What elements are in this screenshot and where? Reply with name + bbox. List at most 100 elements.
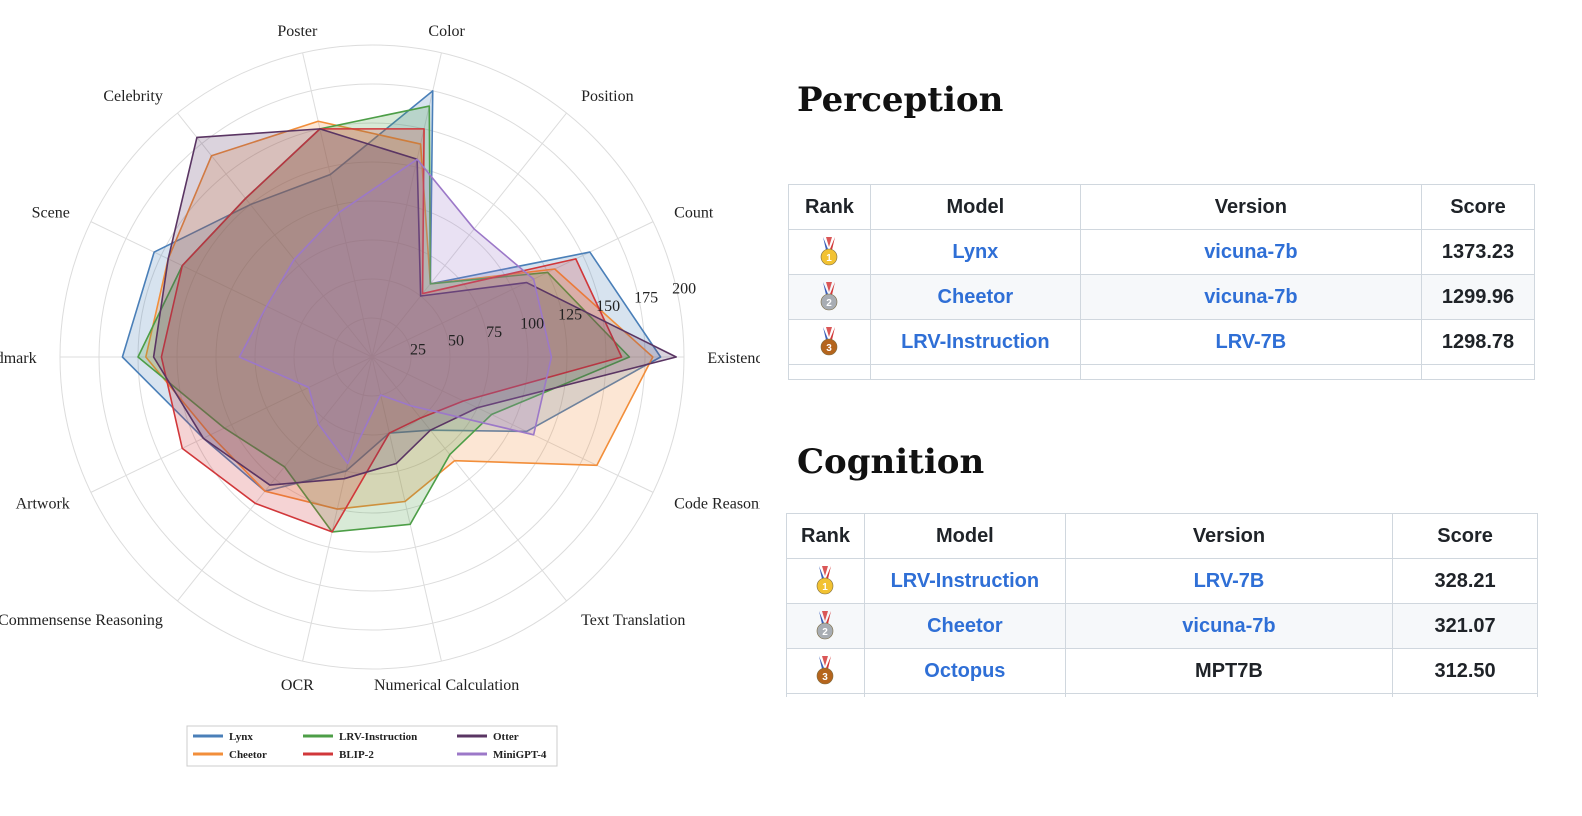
truncated-cell [869,364,1081,380]
score-header: Score [1421,184,1535,230]
axis-label-commensense-reasoning: Commensense Reasoning [0,612,163,629]
radar-series-group [121,90,678,533]
truncated-cell [788,364,871,380]
version-link[interactable]: vicuna-7b [1204,285,1298,308]
axis-label-position: Position [581,88,633,105]
axis-label-ocr: OCR [281,677,314,694]
series-lrv-instruction [137,105,631,533]
svg-text:3: 3 [827,343,833,354]
truncated-cell [1079,364,1423,380]
rank-cell: 3 [786,648,865,694]
svg-text:1: 1 [823,582,829,593]
rank-cell: 2 [788,274,871,320]
radar-grid [59,44,685,670]
radial-tick-label: 50 [448,333,464,350]
version-link[interactable]: LRV-7B [1193,569,1265,592]
rank-cell: 3 [788,319,871,365]
axis-spoke [371,356,654,493]
perception-title: Perception [797,80,1004,120]
model-link[interactable]: LRV-Instruction [890,569,1040,592]
axis-label-numerical-calculation: Numerical Calculation [374,677,519,694]
chart-legend: Lynx Cheetor LRV-Instruction BLIP-2 Otter Min… [186,725,558,767]
axis-label-artwork: Artwork [16,496,70,513]
axis-label-code-reasoning: Code Reasoning [674,496,760,513]
axis-label-count: Count [674,204,714,221]
axis-spoke [177,112,373,358]
score-cell: 1299.96 [1421,274,1535,320]
perception-table: Rank Model Version Score 1 Lynx vicuna-7b 1… [788,184,1535,380]
model-link[interactable]: Octopus [924,659,1006,682]
model-link[interactable]: Lynx [952,240,999,263]
series-blip-2 [160,128,623,533]
rank-header: Rank [786,513,865,559]
medal-icon-silver: 2 [821,282,838,311]
version-link[interactable]: vicuna-7b [1182,614,1276,637]
score-header: Score [1392,513,1538,559]
radar-chart: Existence Count Position Color Poster Celebri… [0,23,760,767]
table-row: 3 Octopus MPT7B 312.50 [786,648,1538,694]
axis-spoke [90,221,373,358]
axis-label-celebrity: Celebrity [103,88,163,105]
rank-cell: 2 [786,603,865,649]
table-row-truncated [786,693,1538,697]
series-lynx [121,90,662,492]
version-cell: vicuna-7b [1064,603,1394,649]
perception-table-wrap: Rank Model Version Score 1 Lynx vicuna-7b 1… [788,184,1535,383]
version-cell: MPT7B [1064,648,1394,694]
table-row: 1 LRV-Instruction LRV-7B 328.21 [786,558,1538,604]
rank-header: Rank [788,184,871,230]
axis-spoke [371,356,567,602]
table-row-truncated [788,364,1535,380]
table-row: 1 Lynx vicuna-7b 1373.23 [788,229,1535,275]
version-link[interactable]: vicuna-7b [1204,240,1298,263]
radial-tick-label: 25 [410,341,426,358]
cognition-table-wrap: Rank Model Version Score 1 LRV-Instructio… [786,513,1538,697]
cognition-title: Cognition [797,442,985,482]
axis-spoke [302,52,373,358]
axis-label-scene: Scene [32,204,70,221]
score-cell: 321.07 [1392,603,1538,649]
axis-spoke [371,52,442,358]
svg-text:3: 3 [823,672,829,683]
medal-icon-gold: 1 [817,566,834,595]
truncated-cell [1392,693,1538,697]
model-link[interactable]: Cheetor [927,614,1003,637]
version-header: Version [1079,184,1423,230]
medal-icon-silver: 2 [817,611,834,640]
truncated-cell [1421,364,1535,380]
axis-spoke [371,112,567,358]
medal-icon-bronze: 3 [817,656,834,685]
model-link[interactable]: LRV-Instruction [901,330,1050,353]
series-minigpt-4 [238,158,553,465]
truncated-cell [1064,693,1394,697]
legend-label-otter: Otter [493,731,519,743]
svg-text:1: 1 [827,253,833,264]
legend-label-lrv-instruction: LRV-Instruction [339,731,417,743]
svg-text:2: 2 [823,627,829,638]
medal-icon-gold: 1 [821,237,838,266]
radar-ticks: 25 50 75 100 125 150 175 200 [410,281,696,359]
axis-label-existence: Existence [707,350,760,367]
model-link[interactable]: Cheetor [937,285,1014,308]
radial-tick-label: 100 [520,315,544,332]
legend-box [186,725,558,767]
legend-label-lynx: Lynx [229,731,253,743]
legend-label-cheetor: Cheetor [229,749,267,761]
table-header-row: Rank Model Version Score [788,184,1535,230]
model-cell: Octopus [863,648,1066,694]
axis-spoke [371,356,442,662]
model-header: Model [869,184,1081,230]
truncated-cell [786,693,865,697]
score-cell: 312.50 [1392,648,1538,694]
table-header-row: Rank Model Version Score [786,513,1538,559]
radial-tick-label: 125 [558,307,582,324]
score-cell: 1373.23 [1421,229,1535,275]
cognition-table: Rank Model Version Score 1 LRV-Instructio… [786,513,1538,697]
rank-cell: 1 [786,558,865,604]
radial-tick-label: 175 [634,289,658,306]
version-link: MPT7B [1195,659,1263,682]
legend-label-minigpt-4: MiniGPT-4 [493,749,547,761]
version-header: Version [1064,513,1394,559]
radial-tick-label: 150 [596,298,620,315]
version-link[interactable]: LRV-7B [1215,330,1287,353]
